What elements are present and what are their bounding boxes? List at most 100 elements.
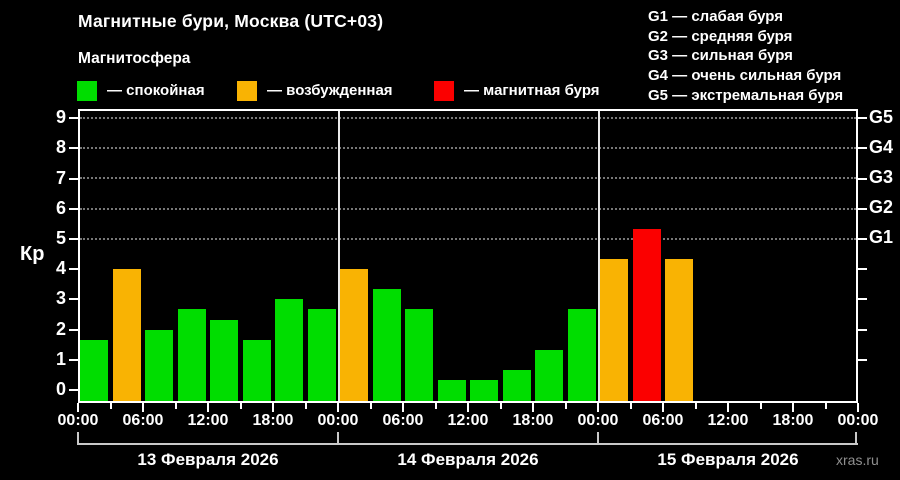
legend-quiet-label: — спокойная xyxy=(107,82,205,99)
kp-bar xyxy=(340,269,368,401)
x-axis-tick xyxy=(662,403,664,412)
date-label: 14 Февраля 2026 xyxy=(397,450,539,469)
y-axis-label: 6 xyxy=(55,197,66,218)
x-axis-tick xyxy=(694,403,697,409)
y-axis-label: 7 xyxy=(55,167,66,188)
magnetosphere-label: Магнитосфера xyxy=(78,50,191,67)
x-axis-time-label: 12:00 xyxy=(707,412,749,429)
kp-bar xyxy=(145,329,173,401)
y-axis-tick xyxy=(69,358,78,361)
kp-bar xyxy=(535,349,563,401)
right-axis-tick xyxy=(858,117,867,119)
g4-legend-line: G4 — очень сильная буря xyxy=(648,67,842,85)
kp-bar xyxy=(177,309,206,401)
kp-bar xyxy=(470,380,498,401)
g-axis-label: G2 xyxy=(869,197,894,218)
date-axis-tick xyxy=(77,432,79,445)
right-axis-tick xyxy=(858,358,867,361)
x-axis-tick xyxy=(499,403,502,409)
date-label: 15 Февраля 2026 xyxy=(657,450,799,469)
g2-legend-line: G2 — средняя буря xyxy=(648,27,793,45)
right-axis-tick xyxy=(858,237,867,240)
date-label: 13 Февраля 2026 xyxy=(137,450,279,469)
g-axis-label: G3 xyxy=(869,167,894,187)
kp-bar xyxy=(307,309,336,401)
kp-gridline xyxy=(80,177,856,180)
g-axis-label: G1 xyxy=(869,227,894,248)
right-axis-tick xyxy=(858,147,867,150)
y-axis-label: 4 xyxy=(55,258,66,279)
x-axis-time-label: 00:00 xyxy=(57,412,99,429)
x-axis-tick xyxy=(174,403,177,409)
y-axis-tick xyxy=(69,268,78,271)
date-axis-line xyxy=(78,443,858,445)
x-axis-tick xyxy=(207,403,209,412)
x-axis-tick xyxy=(467,403,469,412)
x-axis-tick xyxy=(369,403,372,409)
x-axis-time-label: 18:00 xyxy=(252,412,294,429)
y-axis-tick xyxy=(69,147,78,150)
storm-color-swatch xyxy=(434,80,454,101)
day-separator-line xyxy=(598,111,600,401)
kp-bar xyxy=(112,269,141,401)
x-axis-time-label: 00:00 xyxy=(837,412,879,429)
y-axis-label: 1 xyxy=(55,348,66,369)
y-axis-tick xyxy=(69,298,78,301)
y-axis-tick xyxy=(69,328,78,331)
day-separator-line xyxy=(338,111,340,401)
x-axis-tick xyxy=(272,403,274,412)
y-axis-tick xyxy=(69,207,78,210)
kp-bar xyxy=(275,299,303,401)
x-axis-tick xyxy=(532,403,534,412)
kp-bar xyxy=(405,309,433,401)
kp-bar xyxy=(632,228,661,401)
x-axis-tick xyxy=(792,403,794,412)
x-axis-time-label: 06:00 xyxy=(122,412,164,429)
kp-bar xyxy=(242,339,271,401)
y-axis-label: 5 xyxy=(55,227,66,248)
g-axis-label: G5 xyxy=(869,106,894,127)
x-axis-tick xyxy=(337,403,339,412)
right-axis-tick xyxy=(858,268,867,271)
kp-gridline xyxy=(80,207,856,210)
x-axis-time-label: 18:00 xyxy=(512,412,554,429)
y-axis-label: 9 xyxy=(55,107,66,127)
kp-bar xyxy=(600,259,628,401)
x-axis-time-label: 06:00 xyxy=(382,412,424,429)
x-axis-tick xyxy=(402,403,404,412)
y-axis-title: Кр xyxy=(20,243,45,265)
legend-excited-label: — возбужденная xyxy=(267,82,393,99)
kp-bar xyxy=(372,289,401,401)
kp-gridline xyxy=(80,147,856,150)
watermark: xras.ru xyxy=(836,452,879,468)
kp-bar xyxy=(665,259,693,401)
kp-bar xyxy=(80,339,108,401)
g5-legend-line: G5 — экстремальная буря xyxy=(648,86,844,104)
y-axis-tick xyxy=(69,117,78,119)
g-axis-label: G4 xyxy=(869,136,894,157)
y-axis-label: 8 xyxy=(55,137,66,158)
x-axis-time-label: 18:00 xyxy=(772,412,814,429)
date-axis-tick xyxy=(855,432,857,445)
chart-title: Магнитные бури, Москва (UTC+03) xyxy=(78,11,384,31)
date-axis-tick xyxy=(597,432,599,445)
g3-legend-line: G3 — сильная буря xyxy=(648,47,793,65)
x-axis-tick xyxy=(434,403,437,409)
legend-item-quiet: — спокойная xyxy=(77,80,205,101)
x-axis-tick xyxy=(629,403,632,409)
y-axis-label: 3 xyxy=(55,288,66,309)
quiet-color-swatch xyxy=(77,80,97,101)
kp-gridline xyxy=(80,117,856,120)
x-axis-time-label: 00:00 xyxy=(577,412,619,429)
x-axis-tick xyxy=(564,403,567,409)
x-axis-tick xyxy=(304,403,307,409)
y-axis-tick xyxy=(69,177,78,180)
x-axis-tick xyxy=(759,403,762,409)
g1-legend-line: G1 — слабая буря xyxy=(648,8,784,25)
right-axis-tick xyxy=(858,177,867,180)
right-axis-tick xyxy=(858,298,867,301)
x-axis-time-label: 06:00 xyxy=(642,412,684,429)
y-axis-tick xyxy=(69,237,78,240)
g-scale-legend: G1 — слабая буря G2 — средняя буря G3 — … xyxy=(648,7,843,106)
